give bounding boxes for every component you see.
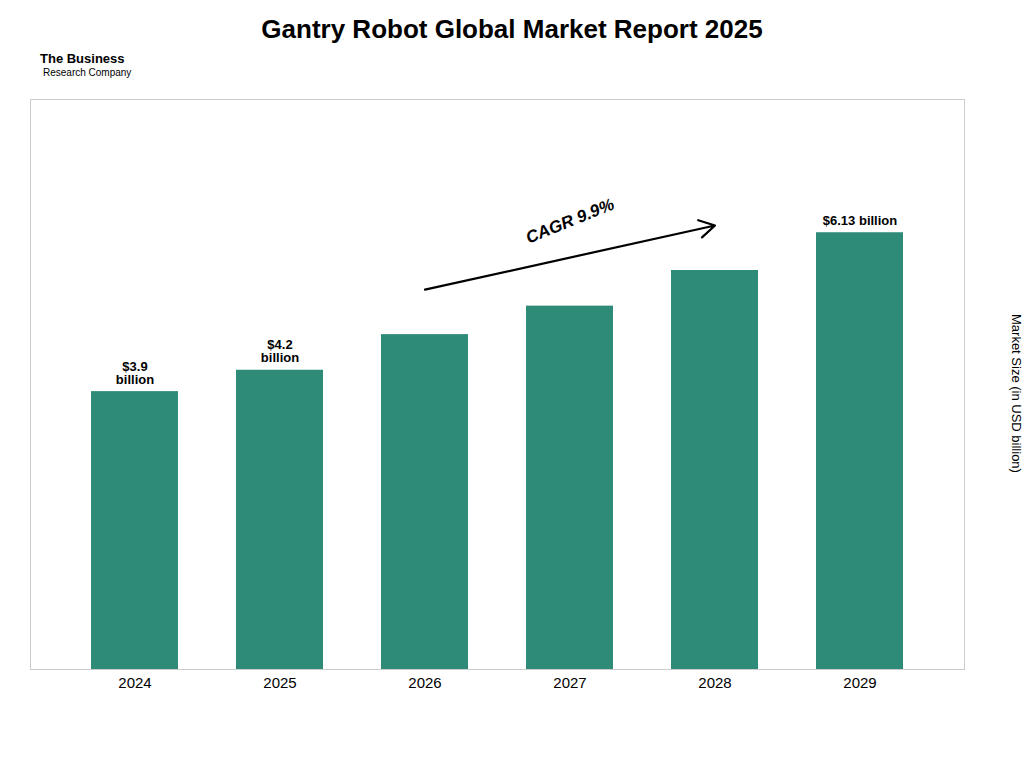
svg-text:2024: 2024 [118, 674, 151, 691]
svg-text:$4.2billion: $4.2billion [261, 337, 299, 365]
html-text:Market Size (in USD billion): Market Size (in USD billion) [1009, 314, 1024, 474]
svg-text:CAGR 9.9%: CAGR 9.9% [523, 194, 617, 247]
svg-text:2028: 2028 [698, 674, 731, 691]
svg-text:$3.9billion: $3.9billion [116, 358, 154, 386]
html-text:Gantry Robot Global Market Rep: Gantry Robot Global Market Report 2025 [261, 14, 763, 44]
svg-text:$6.13 billion: $6.13 billion [823, 212, 897, 227]
svg-text:2029: 2029 [843, 674, 876, 691]
svg-text:2025: 2025 [263, 674, 296, 691]
html-text:The Business: The Business [40, 51, 125, 66]
svg-text:2026: 2026 [408, 674, 441, 691]
html-text:Research Company: Research Company [43, 66, 132, 78]
svg-text:2027: 2027 [553, 674, 586, 691]
